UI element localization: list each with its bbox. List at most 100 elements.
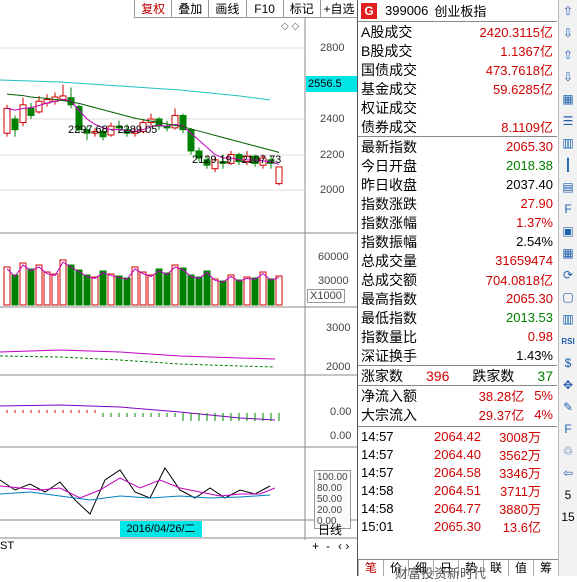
scroll-arrows[interactable]: ‹ ›	[338, 539, 350, 553]
stat-value: 31659474	[495, 253, 553, 268]
detail-tab[interactable]: 值	[508, 560, 533, 576]
grid-icon[interactable]: ▦	[562, 92, 574, 106]
quote-title-bar: G 399006 创业板指	[358, 0, 557, 22]
advance-decline-row: 涨家数 396 跌家数 37	[358, 366, 557, 385]
candle-body	[275, 166, 283, 185]
box-icon[interactable]: ▢	[562, 290, 574, 304]
indicator-lines	[0, 349, 280, 515]
zoom-in-button[interactable]: +	[312, 539, 320, 553]
kline-chart-svg[interactable]	[0, 0, 357, 556]
indicator1-line	[0, 349, 276, 360]
stat-row: 指数涨幅 1.37%	[358, 213, 557, 232]
money-icon[interactable]: $	[564, 356, 572, 370]
turnover-row: A股成交 2420.3115亿	[358, 22, 557, 41]
tick-price: 2064.58	[434, 464, 481, 480]
draw-line-button[interactable]: 画线	[208, 0, 246, 18]
table-icon[interactable]: ▦	[562, 246, 574, 260]
f10-button[interactable]: F10	[245, 0, 283, 18]
volume-bar	[267, 278, 275, 306]
stat-value: 0.98	[527, 329, 553, 344]
candle-body	[171, 114, 179, 129]
volume-bar	[155, 268, 163, 306]
price-tick-label: 2800	[320, 42, 345, 54]
volume-bar	[211, 278, 219, 306]
turnover-label: 国债成交	[361, 61, 417, 78]
divider	[358, 385, 557, 386]
info-icon[interactable]: ▣	[562, 224, 574, 238]
watermark: 财富投资新时代	[395, 566, 487, 581]
rsi-icon[interactable]: RSI	[561, 336, 575, 346]
volume-bars	[3, 259, 283, 306]
detail-tab[interactable]: 笔	[358, 560, 383, 576]
indicator3-tick: 20.00	[317, 505, 343, 516]
move-icon[interactable]: ✥	[562, 378, 574, 392]
arrow-down-icon[interactable]: ⇩	[562, 26, 574, 40]
detail-tab[interactable]: 势	[458, 560, 483, 576]
sidebar-number: 5	[564, 488, 572, 502]
detail-tabs: 笔价细日势联值筹	[358, 559, 558, 576]
candle-body	[59, 95, 67, 100]
mark-button[interactable]: 标记	[282, 0, 320, 18]
candle-body	[179, 114, 187, 131]
recycle-icon[interactable]: ♲	[562, 444, 574, 458]
volume-bar	[91, 276, 99, 306]
chart-icon[interactable]: ▥	[562, 136, 574, 150]
detail-tab[interactable]: 联	[483, 560, 508, 576]
fuquan-button[interactable]: 复权	[134, 0, 172, 18]
volume-bar	[139, 271, 147, 306]
stat-label: 指数量比	[361, 328, 417, 345]
candle-body	[107, 125, 115, 136]
down-icon[interactable]: ⇩	[562, 70, 574, 84]
stat-label: 深证换手	[361, 347, 417, 364]
pencil-icon[interactable]: ✎	[562, 400, 574, 414]
tick-time: 14:57	[361, 446, 394, 462]
indicator1-tick: 2000	[326, 361, 351, 373]
back-icon[interactable]: ⇦	[562, 466, 574, 480]
turnover-value: 59.6285亿	[493, 82, 553, 97]
add-watchlist-button[interactable]: +自选	[319, 0, 358, 18]
volume-bar	[163, 272, 171, 306]
up-icon[interactable]: ⇧	[562, 48, 574, 62]
list-icon[interactable]: ☰	[562, 114, 574, 128]
turnover-value: 2420.3115亿	[479, 25, 554, 40]
detail-tab[interactable]: 价	[383, 560, 408, 576]
period-label[interactable]: 日线	[318, 523, 343, 537]
volume-bar	[35, 264, 43, 306]
zoom-out-button[interactable]: -	[326, 539, 330, 553]
volume-bar	[83, 274, 91, 306]
turnover-value: 473.7618亿	[485, 63, 553, 78]
moving-average-lines	[0, 79, 280, 165]
bar-chart-icon[interactable]: ▥	[562, 312, 574, 326]
tick-row: 14:57 2064.58 3346万	[358, 463, 557, 481]
candle-body	[187, 129, 195, 152]
stat-row: 指数振幅 2.54%	[358, 232, 557, 251]
detail-tab[interactable]: 筹	[533, 560, 558, 576]
overlay-button[interactable]: 叠加	[171, 0, 209, 18]
indicator3-tick: 50.00	[317, 494, 343, 505]
volume-bar	[243, 276, 251, 306]
turnover-row: 基金成交 59.6285亿	[358, 79, 557, 98]
flow-row: 大宗流入 29.37亿 4%	[358, 405, 557, 424]
arrow-up-icon[interactable]: ⇧	[562, 4, 574, 18]
tick-row: 14:57 2064.40 3562万	[358, 445, 557, 463]
stat-value: 1.43%	[516, 348, 553, 363]
bars-icon[interactable]: ▤	[562, 180, 574, 194]
kline-icon[interactable]: ┃	[564, 158, 572, 172]
g-icon[interactable]: G	[361, 2, 377, 19]
kdj-d-line	[0, 477, 276, 499]
volume-bar	[275, 275, 283, 306]
volume-bar	[51, 273, 59, 306]
f10-icon[interactable]: F	[564, 202, 572, 216]
detail-tab[interactable]: 日	[433, 560, 458, 576]
tick-row: 14:58 2064.51 3711万	[358, 481, 557, 499]
candle-body	[75, 106, 83, 131]
hotkeys[interactable]: ◇ ◇	[281, 21, 300, 32]
refresh-icon[interactable]: ⟳	[562, 268, 574, 282]
tick-time: 15:01	[361, 518, 394, 534]
volume-bar	[187, 274, 195, 306]
candle-body	[219, 161, 227, 164]
detail-tab[interactable]: 细	[408, 560, 433, 576]
f5-icon[interactable]: F	[564, 422, 572, 436]
kline-chart-area[interactable]: 复权 叠加 画线 F10 标记 +自选 ◇ ◇ 2800 2400 2200 2…	[0, 0, 358, 556]
index-name: 创业板指	[434, 4, 487, 19]
